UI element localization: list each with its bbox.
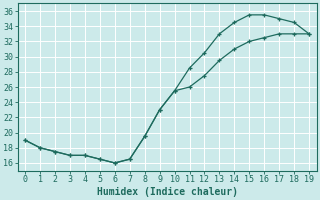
X-axis label: Humidex (Indice chaleur): Humidex (Indice chaleur) [97, 186, 237, 197]
